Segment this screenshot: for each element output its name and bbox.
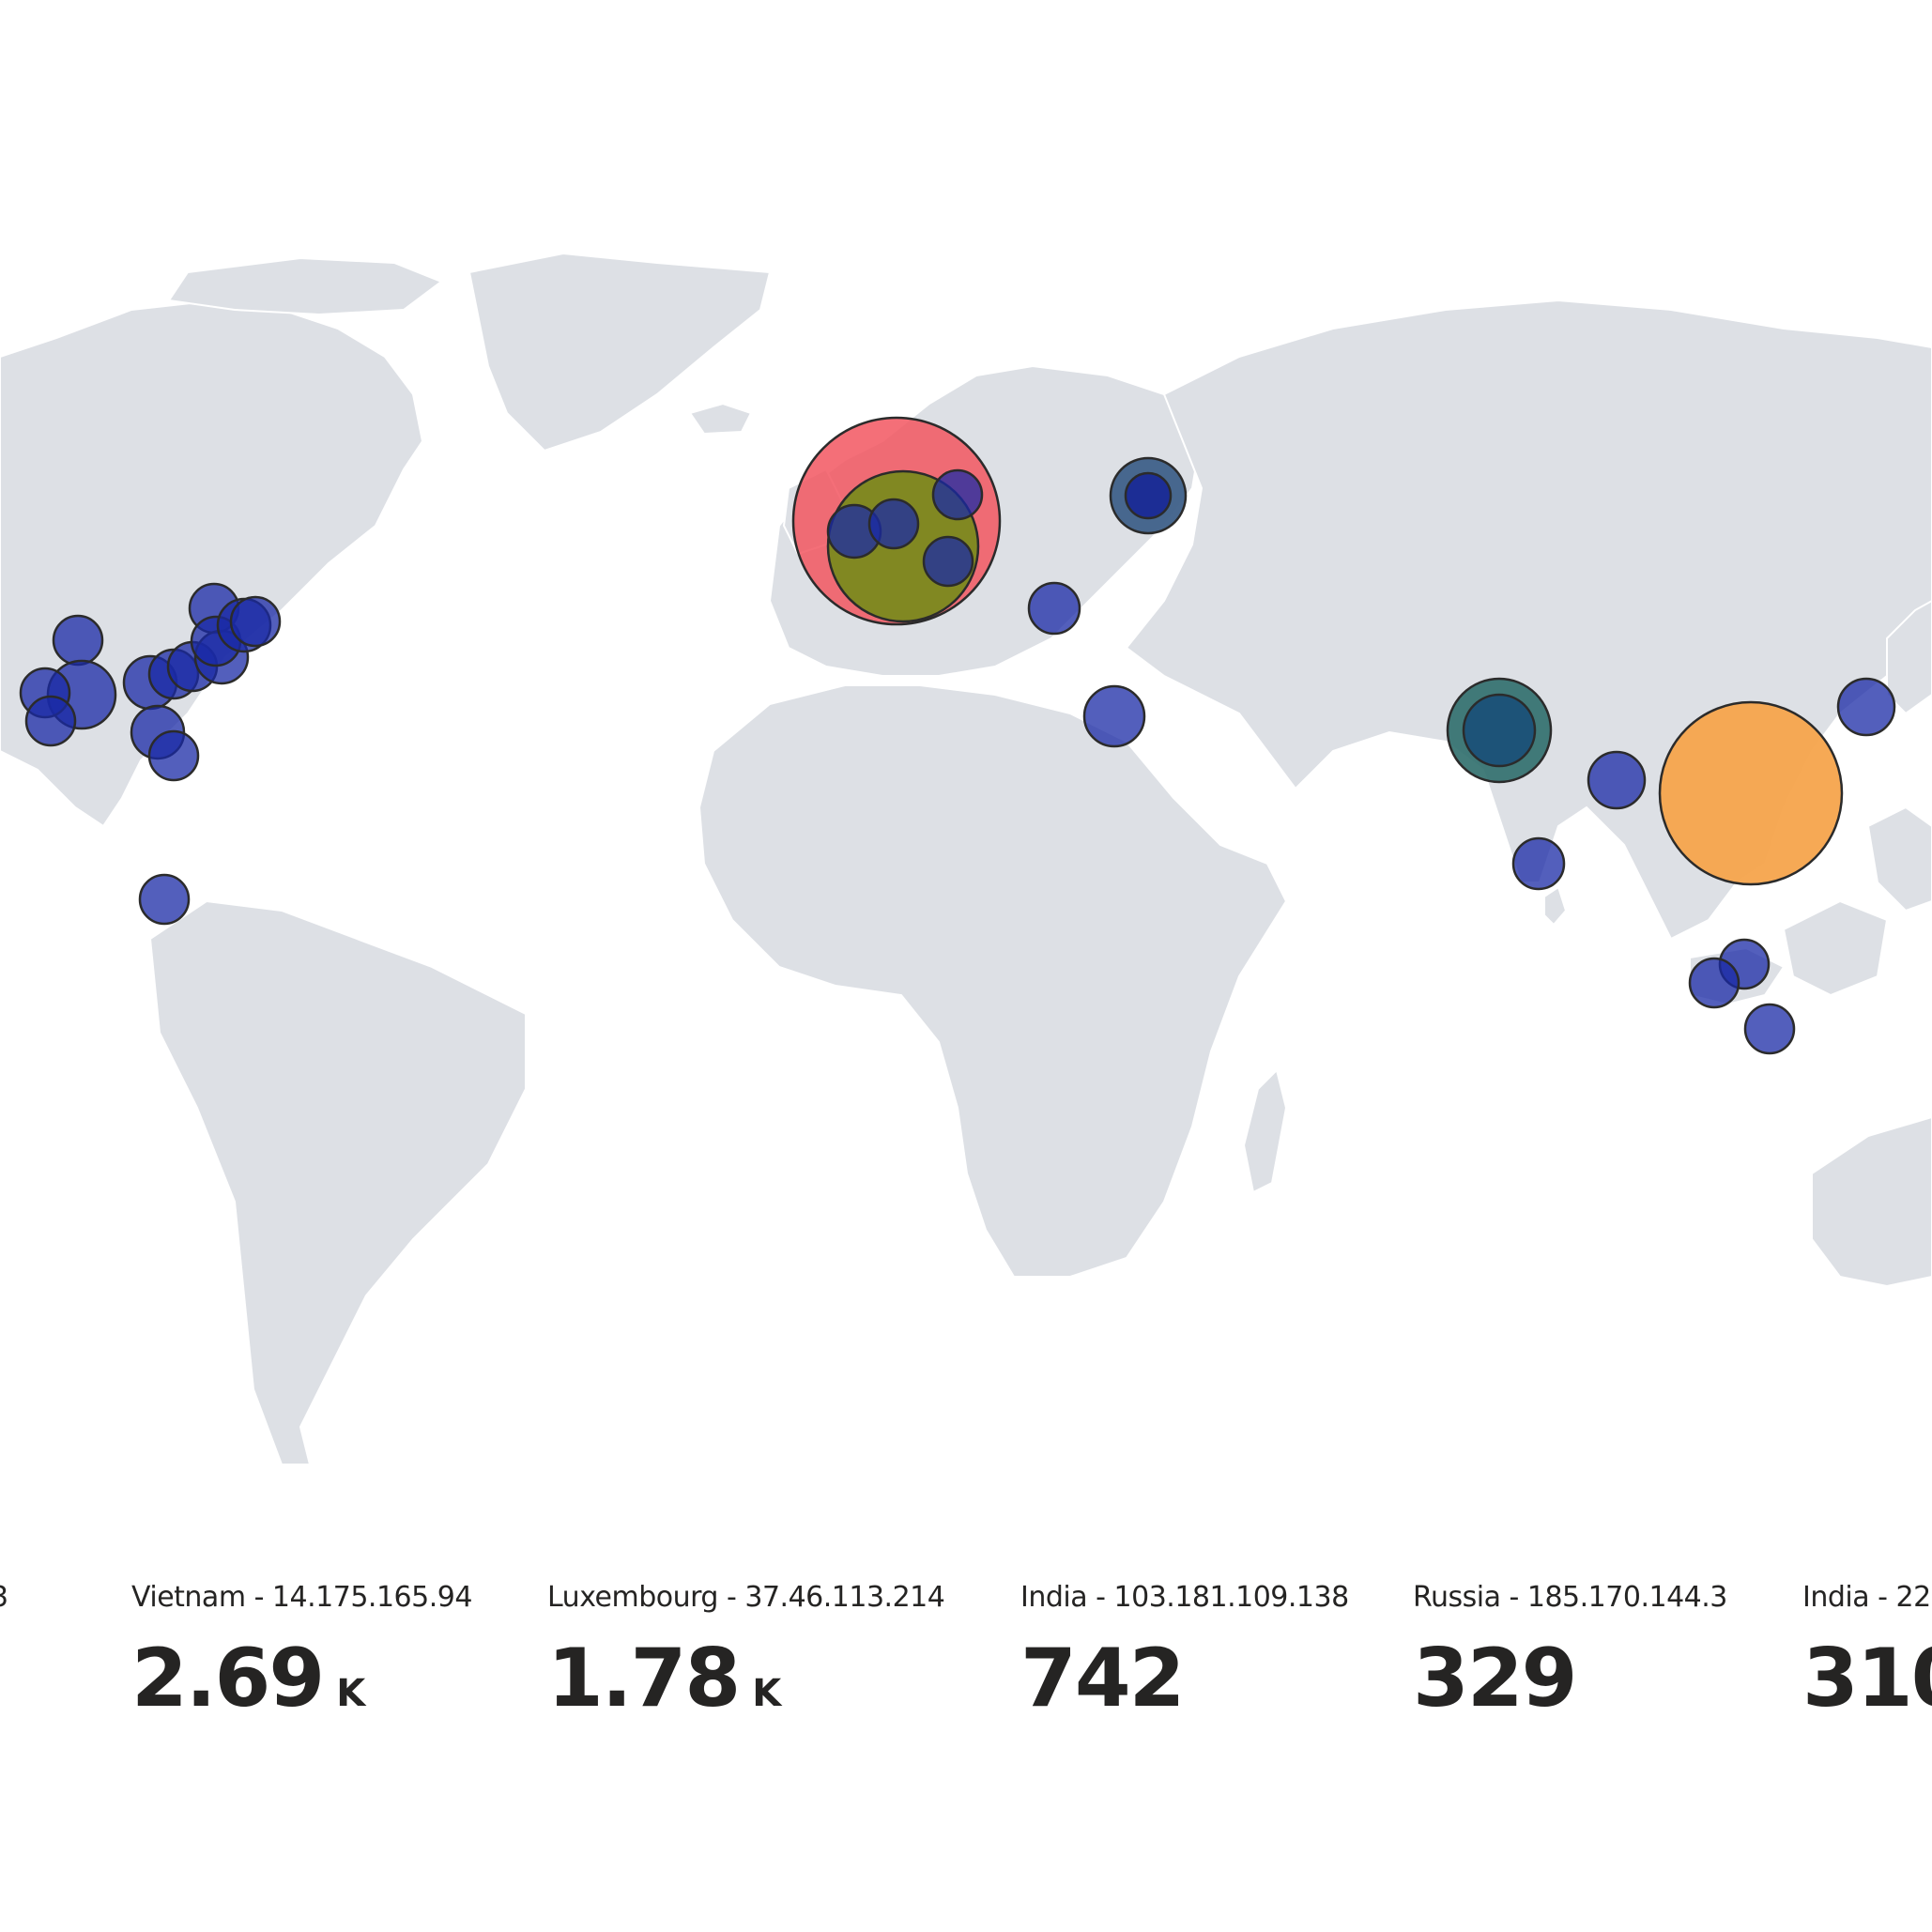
- bubble-europe-4[interactable]: [922, 535, 974, 588]
- south-america: [148, 899, 527, 1465]
- bubble-russia-inner[interactable]: [1124, 471, 1173, 520]
- bubble-bangladesh[interactable]: [1587, 750, 1647, 810]
- greenland: [468, 252, 772, 452]
- bubble-india-inner[interactable]: [1462, 693, 1537, 768]
- philippines: [1866, 805, 1932, 912]
- bubble-europe-2[interactable]: [867, 498, 920, 550]
- kpi-label: India - 103.181.109.138: [1020, 1581, 1349, 1614]
- sri-lanka: [1543, 885, 1568, 927]
- madagascar: [1242, 1068, 1288, 1194]
- bubble-panama[interactable]: [138, 873, 191, 926]
- kpi-label: 3: [0, 1577, 8, 1618]
- arctic-islands: [167, 256, 444, 316]
- australia: [1811, 1115, 1932, 1288]
- kpi-tile-vietnam[interactable]: Vietnam - 14.175.165.94 2.69 K: [131, 1577, 472, 1725]
- bubble-singapore[interactable]: [1688, 957, 1740, 1009]
- world-map[interactable]: [0, 0, 1932, 1577]
- kpi-strip: 3 Vietnam - 14.175.165.94 2.69 K Luxembou…: [0, 1577, 1932, 1932]
- kpi-value: 2.69: [131, 1632, 325, 1725]
- bubble-vietnam[interactable]: [1658, 700, 1844, 886]
- kpi-tile-luxembourg[interactable]: Luxembourg - 37.46.113.214 1.78 K: [547, 1577, 945, 1725]
- land-masses: [0, 252, 1932, 1465]
- kpi-label: India - 223: [1802, 1581, 1932, 1614]
- bubble-balkans[interactable]: [1027, 581, 1081, 636]
- borneo: [1782, 899, 1889, 997]
- kpi-value: 742: [1020, 1632, 1186, 1725]
- kpi-tile-india-2[interactable]: India - 223 310: [1802, 1577, 1932, 1725]
- bubble-us-1[interactable]: [52, 614, 104, 667]
- kpi-label: Russia - 185.170.144.3: [1413, 1581, 1727, 1614]
- kpi-value: 329: [1413, 1632, 1578, 1725]
- kpi-value: 310: [1802, 1632, 1932, 1725]
- bubble-us-12[interactable]: [229, 595, 282, 648]
- kpi-label: Luxembourg - 37.46.113.214: [547, 1581, 945, 1614]
- bubble-europe-3[interactable]: [931, 468, 984, 521]
- north-america: [0, 299, 424, 828]
- iceland: [688, 402, 753, 436]
- bubble-east-china[interactable]: [1836, 677, 1896, 737]
- bubble-java[interactable]: [1743, 1003, 1796, 1055]
- bubble-us-4[interactable]: [24, 695, 77, 747]
- africa: [698, 684, 1288, 1278]
- bubble-egypt[interactable]: [1082, 684, 1146, 748]
- bubble-south-india[interactable]: [1511, 836, 1566, 891]
- kpi-value: 1.78: [547, 1632, 741, 1725]
- kpi-unit: K: [336, 1672, 366, 1715]
- kpi-tile-russia[interactable]: Russia - 185.170.144.3 329: [1413, 1577, 1727, 1725]
- kpi-label: Vietnam - 14.175.165.94: [131, 1581, 472, 1614]
- small-bubbles: [19, 468, 1896, 1055]
- kpi-tile-india-1[interactable]: India - 103.181.109.138 742: [1020, 1577, 1349, 1725]
- bubble-layer: [19, 416, 1896, 1055]
- kpi-unit: K: [752, 1672, 782, 1715]
- kpi-tile-0[interactable]: 3: [0, 1577, 8, 1618]
- bubble-us-14[interactable]: [147, 729, 200, 782]
